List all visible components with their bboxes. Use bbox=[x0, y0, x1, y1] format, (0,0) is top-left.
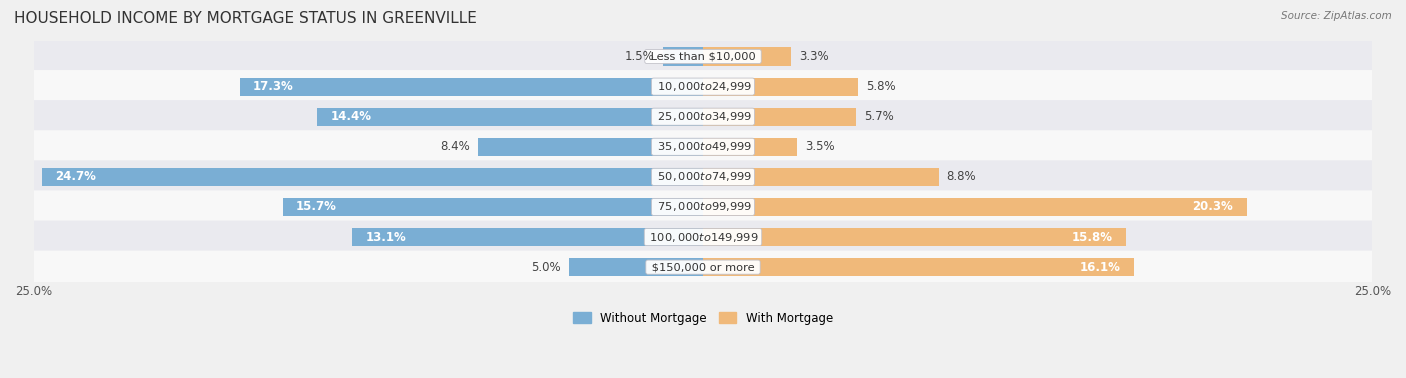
Text: 15.7%: 15.7% bbox=[297, 200, 337, 214]
Bar bbox=[703, 48, 792, 65]
Bar bbox=[283, 198, 703, 216]
Text: HOUSEHOLD INCOME BY MORTGAGE STATUS IN GREENVILLE: HOUSEHOLD INCOME BY MORTGAGE STATUS IN G… bbox=[14, 11, 477, 26]
Bar bbox=[42, 168, 703, 186]
Bar bbox=[703, 258, 1135, 276]
Bar bbox=[703, 228, 1126, 246]
Bar bbox=[703, 77, 858, 96]
Text: $25,000 to $34,999: $25,000 to $34,999 bbox=[654, 110, 752, 123]
Text: 1.5%: 1.5% bbox=[626, 50, 655, 63]
Text: 3.5%: 3.5% bbox=[804, 140, 834, 153]
Text: 8.4%: 8.4% bbox=[440, 140, 470, 153]
Bar bbox=[478, 138, 703, 156]
Text: $100,000 to $149,999: $100,000 to $149,999 bbox=[647, 231, 759, 243]
Text: 8.8%: 8.8% bbox=[946, 170, 976, 183]
FancyBboxPatch shape bbox=[18, 40, 1388, 73]
Bar bbox=[318, 108, 703, 126]
Text: 15.8%: 15.8% bbox=[1071, 231, 1112, 243]
FancyBboxPatch shape bbox=[18, 251, 1388, 284]
Text: Less than $10,000: Less than $10,000 bbox=[647, 51, 759, 62]
Text: 20.3%: 20.3% bbox=[1192, 200, 1233, 214]
FancyBboxPatch shape bbox=[18, 100, 1388, 133]
FancyBboxPatch shape bbox=[18, 160, 1388, 194]
Text: $10,000 to $24,999: $10,000 to $24,999 bbox=[654, 80, 752, 93]
Bar bbox=[569, 258, 703, 276]
FancyBboxPatch shape bbox=[18, 220, 1388, 254]
Bar bbox=[240, 77, 703, 96]
Text: Source: ZipAtlas.com: Source: ZipAtlas.com bbox=[1281, 11, 1392, 21]
FancyBboxPatch shape bbox=[18, 130, 1388, 163]
Text: 17.3%: 17.3% bbox=[253, 80, 294, 93]
Bar bbox=[662, 48, 703, 65]
FancyBboxPatch shape bbox=[18, 70, 1388, 103]
Text: 5.8%: 5.8% bbox=[866, 80, 896, 93]
Bar bbox=[703, 168, 939, 186]
Text: 14.4%: 14.4% bbox=[330, 110, 371, 123]
Bar bbox=[703, 138, 797, 156]
Text: 5.0%: 5.0% bbox=[531, 261, 561, 274]
Text: $35,000 to $49,999: $35,000 to $49,999 bbox=[654, 140, 752, 153]
Text: 5.7%: 5.7% bbox=[863, 110, 893, 123]
Text: 16.1%: 16.1% bbox=[1080, 261, 1121, 274]
Text: 24.7%: 24.7% bbox=[55, 170, 96, 183]
FancyBboxPatch shape bbox=[18, 191, 1388, 223]
Bar bbox=[353, 228, 703, 246]
Text: $75,000 to $99,999: $75,000 to $99,999 bbox=[654, 200, 752, 214]
Legend: Without Mortgage, With Mortgage: Without Mortgage, With Mortgage bbox=[568, 307, 838, 329]
Bar bbox=[703, 198, 1247, 216]
Text: $50,000 to $74,999: $50,000 to $74,999 bbox=[654, 170, 752, 183]
Text: 13.1%: 13.1% bbox=[366, 231, 406, 243]
Text: $150,000 or more: $150,000 or more bbox=[648, 262, 758, 272]
Bar bbox=[703, 108, 856, 126]
Text: 3.3%: 3.3% bbox=[800, 50, 830, 63]
